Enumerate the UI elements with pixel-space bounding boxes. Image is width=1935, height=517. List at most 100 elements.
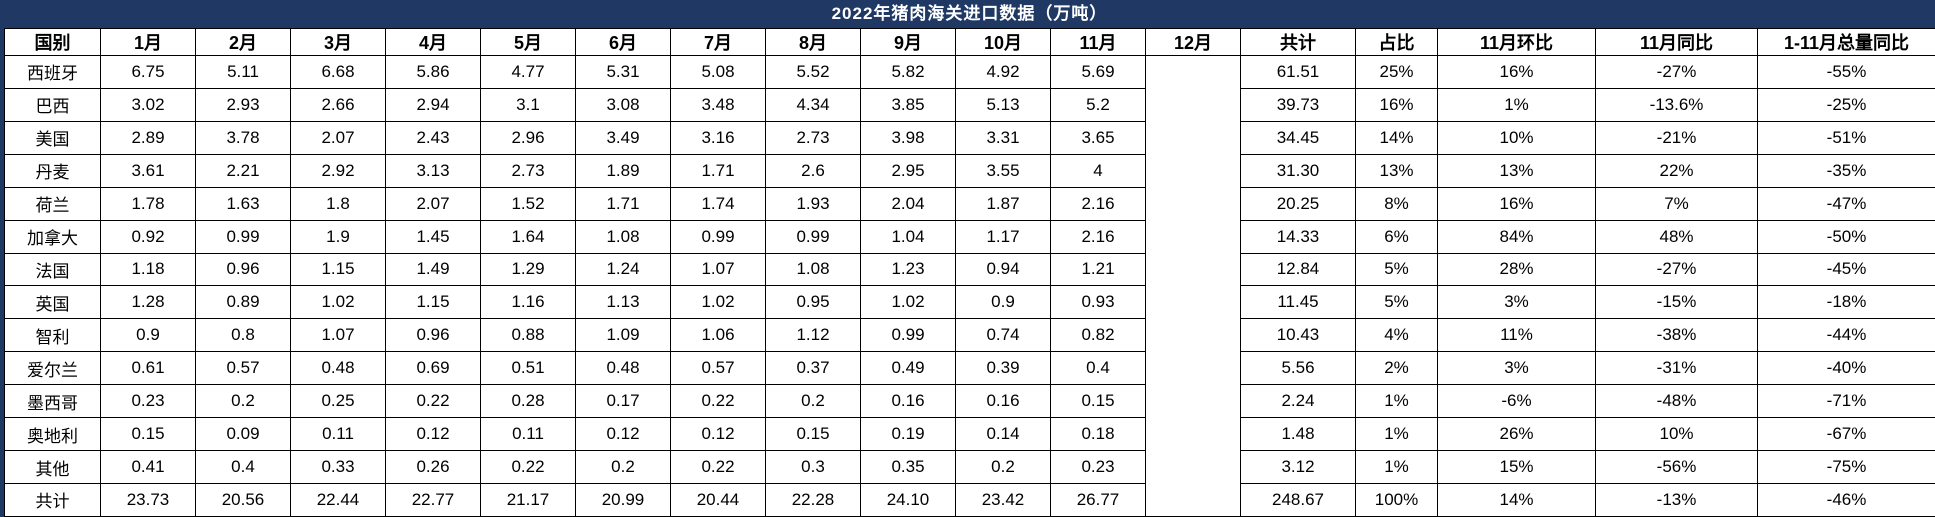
value-cell[interactable]: 1.21 — [1050, 252, 1146, 287]
value-cell[interactable]: 2.04 — [860, 186, 956, 221]
value-cell[interactable]: 22% — [1595, 153, 1758, 188]
value-cell[interactable]: 1% — [1355, 384, 1438, 419]
value-cell[interactable]: 2.07 — [385, 186, 481, 221]
value-cell[interactable] — [1145, 121, 1241, 155]
value-cell[interactable]: 3.1 — [480, 87, 576, 122]
country-cell[interactable]: 巴西 — [4, 87, 101, 122]
country-cell[interactable]: 智利 — [4, 318, 101, 353]
value-cell[interactable]: 1.28 — [100, 285, 196, 320]
value-cell[interactable]: 2.94 — [385, 87, 481, 122]
value-cell[interactable]: -50% — [1757, 219, 1935, 254]
value-cell[interactable]: 39.73 — [1240, 87, 1356, 122]
value-cell[interactable]: 0.99 — [765, 219, 861, 254]
value-cell[interactable]: 1.17 — [955, 219, 1051, 254]
value-cell[interactable]: 11.45 — [1240, 285, 1356, 320]
column-header[interactable]: 5月 — [480, 28, 576, 56]
value-cell[interactable]: 10% — [1595, 417, 1758, 452]
country-cell[interactable]: 西班牙 — [4, 55, 101, 89]
value-cell[interactable]: 0.93 — [1050, 285, 1146, 320]
column-header[interactable]: 12月 — [1145, 28, 1241, 56]
value-cell[interactable] — [1145, 318, 1241, 352]
value-cell[interactable]: -67% — [1757, 417, 1935, 452]
value-cell[interactable]: 1.15 — [290, 252, 386, 287]
value-cell[interactable]: 0.12 — [575, 417, 671, 452]
column-header-country[interactable]: 国别 — [4, 28, 101, 56]
value-cell[interactable]: 10.43 — [1240, 318, 1356, 353]
value-cell[interactable]: 1.13 — [575, 285, 671, 320]
value-cell[interactable]: 3.02 — [100, 87, 196, 122]
value-cell[interactable]: 0.88 — [480, 318, 576, 353]
value-cell[interactable]: 0.23 — [100, 384, 196, 419]
value-cell[interactable]: 2.21 — [195, 153, 291, 188]
value-cell[interactable]: 22.77 — [385, 482, 481, 517]
value-cell[interactable] — [1145, 220, 1241, 254]
value-cell[interactable]: 5% — [1355, 252, 1438, 287]
value-cell[interactable]: -31% — [1595, 351, 1758, 386]
value-cell[interactable]: 0.61 — [100, 351, 196, 386]
value-cell[interactable] — [1145, 384, 1241, 418]
value-cell[interactable]: 3.55 — [955, 153, 1051, 188]
value-cell[interactable] — [1145, 253, 1241, 286]
value-cell[interactable]: 2.16 — [1050, 186, 1146, 221]
value-cell[interactable]: 0.12 — [670, 417, 766, 452]
value-cell[interactable]: 0.22 — [385, 384, 481, 419]
value-cell[interactable]: 0.48 — [290, 351, 386, 386]
value-cell[interactable]: 3% — [1437, 351, 1596, 386]
value-cell[interactable]: 3.85 — [860, 87, 956, 122]
value-cell[interactable]: 3.78 — [195, 120, 291, 155]
column-header[interactable]: 占比 — [1355, 28, 1438, 56]
value-cell[interactable]: 0.22 — [480, 450, 576, 484]
value-cell[interactable]: 0.15 — [765, 417, 861, 452]
value-cell[interactable]: 0.99 — [195, 219, 291, 254]
value-cell[interactable]: 5.08 — [670, 55, 766, 89]
value-cell[interactable]: -13% — [1595, 482, 1758, 517]
value-cell[interactable]: 0.16 — [860, 384, 956, 419]
value-cell[interactable]: 0.33 — [290, 450, 386, 484]
value-cell[interactable]: 1.87 — [955, 186, 1051, 221]
value-cell[interactable]: 4.34 — [765, 87, 861, 122]
value-cell[interactable]: 1.02 — [290, 285, 386, 320]
value-cell[interactable]: 4 — [1050, 153, 1146, 188]
value-cell[interactable]: 1.24 — [575, 252, 671, 287]
value-cell[interactable]: 20.25 — [1240, 186, 1356, 221]
value-cell[interactable]: 0.2 — [765, 384, 861, 419]
value-cell[interactable]: 1.8 — [290, 186, 386, 221]
column-header[interactable]: 8月 — [765, 28, 861, 56]
value-cell[interactable]: 1.23 — [860, 252, 956, 287]
value-cell[interactable]: 11% — [1437, 318, 1596, 353]
value-cell[interactable]: 5.13 — [955, 87, 1051, 122]
value-cell[interactable]: -47% — [1757, 186, 1935, 221]
value-cell[interactable]: 31.30 — [1240, 153, 1356, 188]
value-cell[interactable] — [1145, 351, 1241, 385]
country-cell[interactable]: 爱尔兰 — [4, 351, 101, 386]
value-cell[interactable]: 0.82 — [1050, 318, 1146, 353]
value-cell[interactable]: -35% — [1757, 153, 1935, 188]
value-cell[interactable]: 15% — [1437, 450, 1596, 484]
value-cell[interactable]: 0.17 — [575, 384, 671, 419]
country-cell[interactable]: 墨西哥 — [4, 384, 101, 419]
value-cell[interactable]: 28% — [1437, 252, 1596, 287]
value-cell[interactable]: 22.44 — [290, 482, 386, 517]
value-cell[interactable]: 20.99 — [575, 482, 671, 517]
country-cell[interactable]: 荷兰 — [4, 186, 101, 221]
column-header[interactable]: 6月 — [575, 28, 671, 56]
value-cell[interactable]: -45% — [1757, 252, 1935, 287]
value-cell[interactable]: 1.15 — [385, 285, 481, 320]
value-cell[interactable]: 0.35 — [860, 450, 956, 484]
value-cell[interactable]: -13.6% — [1595, 87, 1758, 122]
column-header[interactable]: 11月环比 — [1437, 28, 1596, 56]
value-cell[interactable]: 0.96 — [385, 318, 481, 353]
value-cell[interactable]: 0.15 — [100, 417, 196, 452]
value-cell[interactable]: 0.69 — [385, 351, 481, 386]
value-cell[interactable]: 3.12 — [1240, 450, 1356, 484]
value-cell[interactable]: 2.89 — [100, 120, 196, 155]
value-cell[interactable]: 21.17 — [480, 482, 576, 517]
value-cell[interactable]: 16% — [1437, 55, 1596, 89]
value-cell[interactable]: 10% — [1437, 120, 1596, 155]
column-header[interactable]: 共计 — [1240, 28, 1356, 56]
value-cell[interactable]: 0.25 — [290, 384, 386, 419]
value-cell[interactable]: -56% — [1595, 450, 1758, 484]
value-cell[interactable]: 2.07 — [290, 120, 386, 155]
column-header[interactable]: 10月 — [955, 28, 1051, 56]
value-cell[interactable] — [1145, 285, 1241, 319]
